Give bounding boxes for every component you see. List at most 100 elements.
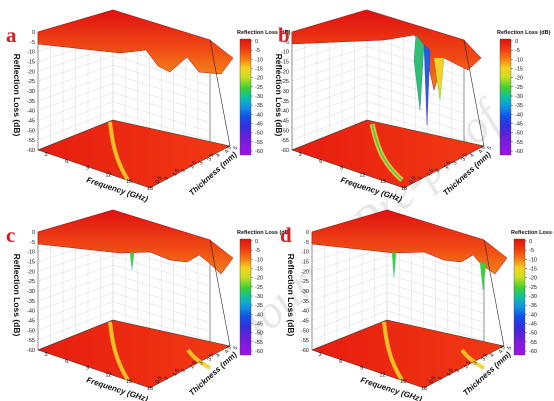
rl-spike <box>479 261 487 291</box>
colorbar-tick-label: -50 <box>515 131 523 137</box>
z-tick-label: -60 <box>281 148 289 154</box>
colorbar-tick-label: -40 <box>529 312 537 318</box>
y-tick-label: 2.5 <box>443 160 452 170</box>
z-tick-label: -20 <box>27 269 35 275</box>
y-tick-label: 1.5 <box>426 168 435 178</box>
colorbar-tick-label: -60 <box>515 149 523 155</box>
z-tick-label: -50 <box>281 128 289 134</box>
floor-absorption-band <box>108 121 130 182</box>
colorbar-tick-label: -10 <box>255 57 263 63</box>
x-tick-label: 12 <box>105 372 111 378</box>
z-tick-label: 0 <box>32 230 35 236</box>
z-tick-label: -55 <box>27 338 35 344</box>
colorbar-tick-label: -50 <box>255 131 263 137</box>
z-tick-label: -40 <box>27 309 35 315</box>
z-tick-label: -40 <box>301 309 309 315</box>
colorbar-tick-label: -15 <box>515 67 523 73</box>
z-tick-label: -40 <box>281 109 289 115</box>
colorbar-title: Reflection Loss (dB) <box>237 30 291 36</box>
panel-letter: c <box>6 223 15 247</box>
colorbar-tick-label: -45 <box>515 122 523 128</box>
colorbar-tick-label: -50 <box>255 331 263 337</box>
panel-letter: d <box>280 223 292 247</box>
y-tick-label: 1 <box>437 376 444 382</box>
y-tick-label: 2.5 <box>189 360 198 370</box>
z-tick-label: -20 <box>27 69 35 75</box>
colorbar-tick-label: -15 <box>255 267 263 273</box>
colorbar-tick-label: -10 <box>515 57 523 63</box>
colorbar-tick-label: 0 <box>255 39 258 45</box>
colorbar-tick-label: -45 <box>529 322 537 328</box>
y-tick-label: 0.5 <box>409 175 418 185</box>
z-tick-label: -20 <box>301 269 309 275</box>
x-tick-label: 6 <box>339 359 342 365</box>
colorbar-tick-label: -20 <box>529 276 537 282</box>
x-tick-label: 18 <box>421 386 427 392</box>
colorbar-tick-label: -5 <box>529 248 534 254</box>
floor-absorption-band-2 <box>460 348 486 370</box>
colorbar-tick-label: -35 <box>255 303 263 309</box>
x-tick-label: 9 <box>86 366 89 372</box>
y-tick-label: 1.5 <box>172 368 181 378</box>
colorbar-tick-label: -10 <box>255 257 263 263</box>
y-tick-label: 4 <box>489 353 496 359</box>
colorbar-tick-label: -25 <box>255 85 263 91</box>
x-tick-label: 6 <box>65 159 68 165</box>
axis-edge <box>209 39 231 147</box>
colorbar-tick-label: -60 <box>255 349 263 355</box>
z-tick-label: -55 <box>27 138 35 144</box>
colorbar-tick-label: -15 <box>529 267 537 273</box>
z-tick-label: -55 <box>301 338 309 344</box>
panel-a: 0-5-10-15-20-25-30-35-40-45-50-55-603691… <box>6 9 291 204</box>
z-tick-label: -30 <box>27 89 35 95</box>
colorbar-tick-label: -15 <box>255 67 263 73</box>
y-tick-label: 2.5 <box>189 160 198 170</box>
y-tick-label: 4.5 <box>478 145 487 155</box>
y-tick-label: 2 <box>435 168 442 174</box>
z-tick-label: -10 <box>27 50 35 56</box>
x-tick-label: 3 <box>44 152 47 158</box>
z-tick-label: -25 <box>281 79 289 85</box>
z-tick-label: -35 <box>27 299 35 305</box>
z-tick-label: -30 <box>301 289 309 295</box>
colorbar-tick-label: -60 <box>529 349 537 355</box>
x-tick-label: 18 <box>147 386 153 392</box>
colorbar-title: Reflection Loss (dB) <box>237 230 291 236</box>
panel-b: 0-5-10-15-20-25-30-35-40-45-50-55-603691… <box>274 9 551 204</box>
x-tick-label: 15 <box>400 379 406 385</box>
x-tick-label: 9 <box>360 366 363 372</box>
y-tick-label: 4.5 <box>224 345 233 355</box>
y-tick-label: 0.5 <box>155 375 164 385</box>
y-tick-label: 5 <box>507 345 514 351</box>
z-axis-title: Reflection Loss (dB) <box>12 254 22 337</box>
y-tick-label: 3 <box>452 160 459 166</box>
z-tick-label: -35 <box>281 99 289 105</box>
x-tick-label: 3 <box>44 352 47 358</box>
z-axis-title: Reflection Loss (dB) <box>274 54 284 137</box>
z-tick-label: -15 <box>281 60 289 66</box>
colorbar-tick-label: -55 <box>529 340 537 346</box>
y-tick-label: 2 <box>181 168 188 174</box>
y-tick-label: 0.5 <box>429 375 438 385</box>
colorbar-tick-label: -60 <box>255 149 263 155</box>
z-tick-label: -10 <box>27 250 35 256</box>
y-tick-label: 1 <box>163 176 170 182</box>
x-tick-label: 18 <box>401 186 407 192</box>
y-tick-label: 1.5 <box>172 168 181 178</box>
z-tick-label: -10 <box>281 50 289 56</box>
y-tick-label: 4.5 <box>224 145 233 155</box>
colorbar-tick-label: -20 <box>515 76 523 82</box>
z-tick-label: -30 <box>27 289 35 295</box>
colorbar <box>513 238 526 356</box>
x-tick-label: 15 <box>126 379 132 385</box>
colorbar-tick-label: -35 <box>529 303 537 309</box>
panel-c: 0-5-10-15-20-25-30-35-40-45-50-55-603691… <box>6 209 291 401</box>
x-tick-label: 6 <box>319 159 322 165</box>
z-tick-label: -45 <box>27 119 35 125</box>
y-tick-label: 3.5 <box>207 353 216 363</box>
y-tick-label: 2 <box>455 368 462 374</box>
z-tick-label: -25 <box>301 279 309 285</box>
z-tick-label: 0 <box>32 30 35 36</box>
y-tick-label: 3 <box>198 160 205 166</box>
